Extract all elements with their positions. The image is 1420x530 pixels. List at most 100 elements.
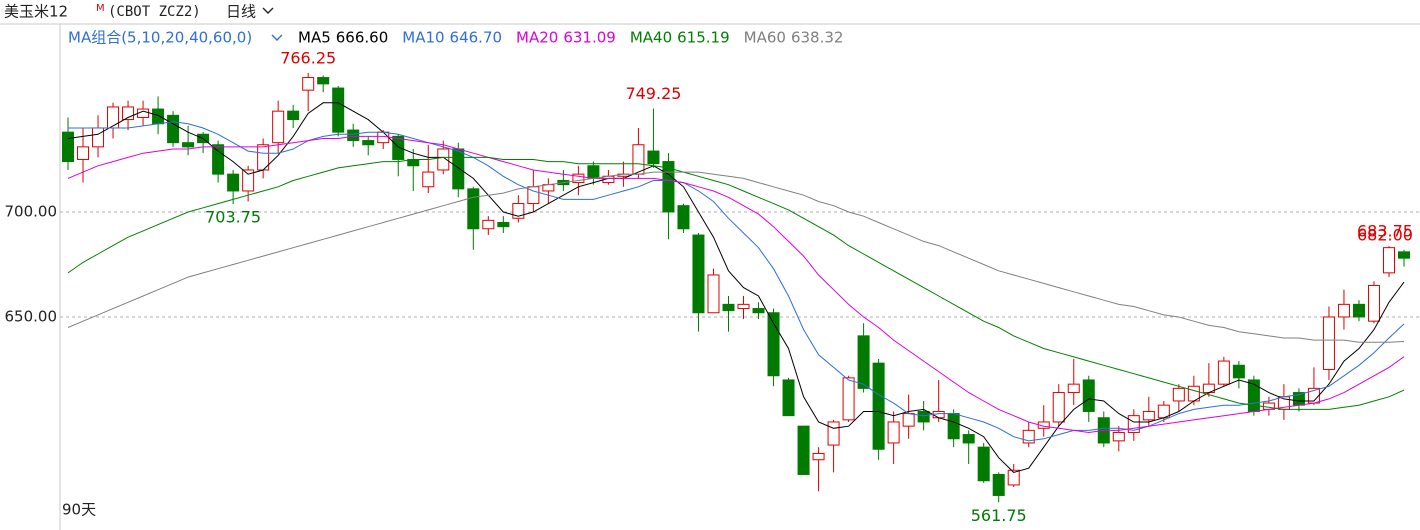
candle-body xyxy=(767,312,780,377)
extreme-label: 682.00 xyxy=(1357,225,1413,244)
candle-body xyxy=(1127,415,1140,433)
candle-body xyxy=(332,87,345,133)
ma-line xyxy=(67,102,1405,473)
candle-body xyxy=(842,377,855,421)
candle-body xyxy=(392,135,405,160)
legend-value: 631.09 xyxy=(563,29,616,47)
ma-line xyxy=(67,171,1405,343)
candle-body xyxy=(242,169,255,192)
candle-body xyxy=(722,303,735,312)
candle-body xyxy=(857,335,870,389)
candle-body xyxy=(152,108,165,125)
candle-body xyxy=(572,173,585,184)
candle-body xyxy=(1382,247,1395,274)
candle-body xyxy=(902,413,915,427)
candle-body xyxy=(302,77,315,91)
legend-title[interactable]: MA组合(5,10,20,40,60,0) xyxy=(68,29,252,47)
candle-body xyxy=(62,131,74,163)
symbol: 美玉米12 xyxy=(4,3,68,21)
candle-body xyxy=(1172,387,1185,402)
legend-value: 615.19 xyxy=(677,29,730,47)
extreme-label: 561.75 xyxy=(971,506,1027,525)
candle-body xyxy=(1142,410,1155,421)
period-dropdown[interactable] xyxy=(262,7,274,14)
legend-name: MA60 xyxy=(744,29,786,47)
candle-body xyxy=(992,473,1005,496)
candle-body xyxy=(812,452,825,461)
extreme-label: 749.25 xyxy=(625,84,681,103)
candle-body xyxy=(662,161,675,213)
candle-body xyxy=(482,219,495,230)
candle-body xyxy=(362,140,375,146)
candle-body xyxy=(512,203,525,219)
extreme-label: 703.75 xyxy=(205,208,261,227)
symbol-superscript: M xyxy=(96,3,105,14)
candle-body xyxy=(752,308,765,314)
candle-body xyxy=(827,421,840,446)
symbol-code[interactable]: (CBOT ZCZ2) xyxy=(108,4,201,20)
candle-body xyxy=(737,303,750,310)
candle-body xyxy=(587,165,600,179)
candle-body xyxy=(632,144,645,175)
candle-body xyxy=(872,362,885,450)
candle-body xyxy=(1398,251,1410,259)
candle-body xyxy=(782,379,795,417)
candle-body xyxy=(692,234,705,314)
candle-body xyxy=(317,77,330,85)
candle-body xyxy=(167,114,180,144)
candle-body xyxy=(287,110,300,121)
extreme-label: 766.25 xyxy=(280,48,336,67)
legend-name: MA20 xyxy=(516,29,558,47)
candle-body xyxy=(272,110,285,144)
candle-body xyxy=(1067,383,1080,394)
legend-value: 646.70 xyxy=(450,29,503,47)
candle-body xyxy=(122,106,135,121)
candles xyxy=(62,72,1410,503)
ma-line xyxy=(67,156,1405,410)
legend: MA5 666.60 MA10 646.70 MA20 631.09 MA40 615.19 M… xyxy=(298,29,843,47)
extreme-label: 683.75 xyxy=(1357,222,1413,241)
candle-body xyxy=(1352,303,1365,318)
candle-body xyxy=(1367,284,1380,322)
candle-body xyxy=(977,446,990,482)
candle-body xyxy=(1022,429,1035,444)
candle-body xyxy=(1007,469,1020,486)
candle-body xyxy=(1322,316,1335,370)
candle-body xyxy=(347,129,360,142)
candle-body xyxy=(797,425,810,475)
legend-name: MA5 xyxy=(298,29,331,47)
candle-body xyxy=(917,410,930,423)
legend-value: 666.60 xyxy=(336,29,389,47)
candle-body xyxy=(1082,379,1095,412)
candle-body xyxy=(227,173,240,192)
y-tick-label: 650.00 xyxy=(5,307,58,325)
candle-body xyxy=(1337,303,1350,318)
ma-line xyxy=(68,121,1405,442)
candle-body xyxy=(497,221,510,228)
candle-body xyxy=(677,205,690,230)
legend-dropdown[interactable] xyxy=(271,34,283,41)
candle-body xyxy=(452,148,465,190)
candle-body xyxy=(437,148,450,171)
candle-body xyxy=(212,144,225,175)
candle-body xyxy=(647,150,660,165)
candle-body xyxy=(467,188,480,230)
candle-body xyxy=(947,413,960,440)
y-tick-label: 700.00 xyxy=(5,202,58,220)
period[interactable]: 日线 xyxy=(226,3,256,21)
candle-body xyxy=(77,146,90,160)
legend-name: MA40 xyxy=(630,29,672,47)
candle-body xyxy=(1052,392,1065,423)
legend-name: MA10 xyxy=(402,29,444,47)
candle-body xyxy=(107,106,120,129)
legend-value: 638.32 xyxy=(791,29,844,47)
candle-body xyxy=(1217,360,1230,385)
period-label: 90天 xyxy=(62,501,96,519)
candle-body xyxy=(1112,431,1125,442)
candle-body xyxy=(887,421,900,444)
candle-body xyxy=(422,171,435,188)
ma-line xyxy=(67,135,1405,434)
candle-body xyxy=(1232,364,1245,379)
